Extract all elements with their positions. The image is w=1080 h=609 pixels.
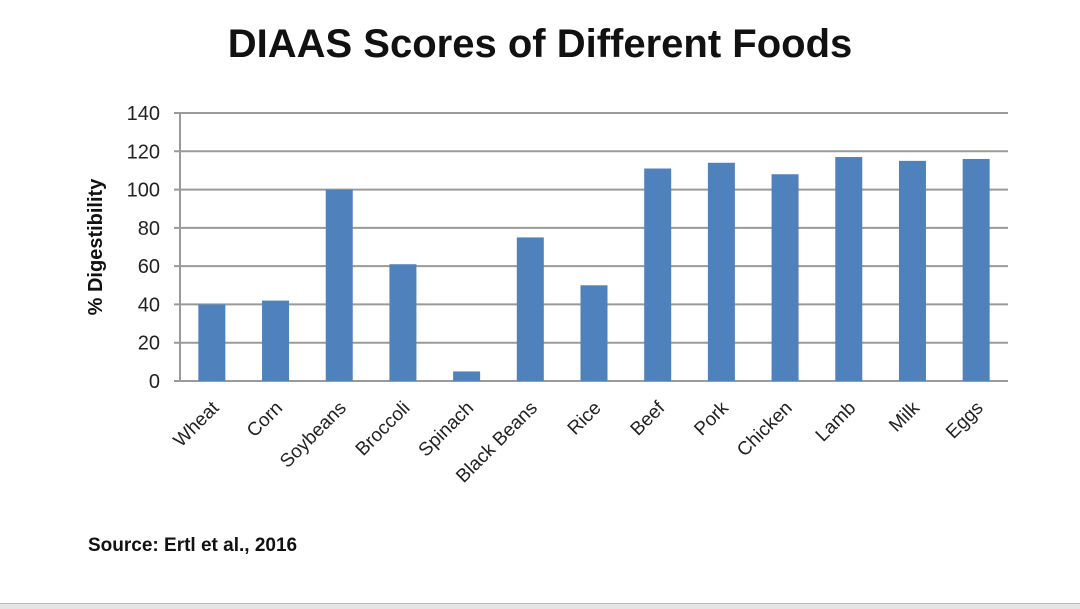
bar-wheat bbox=[198, 304, 226, 381]
bar-chicken bbox=[771, 174, 799, 381]
x-tick-label: Chicken bbox=[733, 398, 796, 461]
bar-eggs bbox=[962, 158, 990, 381]
x-tick-label: Spinach bbox=[415, 398, 478, 461]
divider bbox=[0, 603, 1080, 609]
bar-broccoli bbox=[389, 264, 417, 381]
x-tick-label: Milk bbox=[885, 397, 924, 436]
y-tick-label: 20 bbox=[138, 333, 160, 355]
x-tick-label: Wheat bbox=[170, 397, 224, 451]
bar-milk bbox=[898, 160, 926, 381]
chart-title: DIAAS Scores of Different Foods bbox=[227, 22, 853, 66]
x-tick-label: Broccoli bbox=[352, 398, 415, 461]
x-tick-label: Beef bbox=[627, 397, 670, 440]
bar-lamb bbox=[835, 157, 863, 381]
y-tick-label: 140 bbox=[127, 103, 160, 125]
x-tick-label: Lamb bbox=[812, 398, 860, 446]
bar-corn bbox=[262, 300, 290, 381]
y-tick-label: 40 bbox=[138, 294, 160, 316]
x-tick-label: Corn bbox=[243, 398, 287, 442]
x-tick-label: Soybeans bbox=[276, 398, 351, 473]
source-note: Source: Ertl et al., 2016 bbox=[88, 535, 298, 556]
bar-pork bbox=[707, 162, 735, 381]
bar-spinach bbox=[453, 371, 481, 381]
y-tick-label: 100 bbox=[127, 180, 160, 202]
x-tick-label: Eggs bbox=[942, 398, 987, 443]
x-tick-label: Pork bbox=[690, 397, 733, 440]
bar-black-beans bbox=[516, 237, 544, 381]
y-axis-label: % Digestibility bbox=[85, 178, 107, 316]
bar-rice bbox=[580, 285, 608, 381]
y-tick-label: 80 bbox=[138, 218, 160, 240]
x-tick-label: Rice bbox=[564, 398, 606, 440]
y-tick-label: 0 bbox=[149, 371, 160, 393]
y-tick-label: 60 bbox=[138, 256, 160, 278]
bar-beef bbox=[644, 168, 672, 381]
y-tick-label: 120 bbox=[127, 141, 160, 163]
bar-soybeans bbox=[325, 189, 353, 381]
